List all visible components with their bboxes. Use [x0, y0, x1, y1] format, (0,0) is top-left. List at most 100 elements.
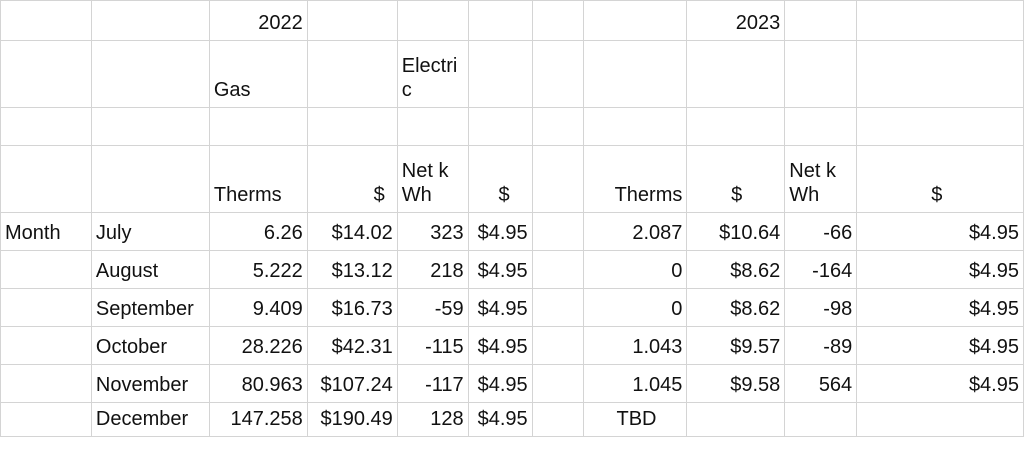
cell[interactable] — [306, 107, 398, 146]
gas-cost-2022-cell[interactable]: $14.02 — [306, 212, 398, 251]
cell[interactable] — [467, 40, 533, 108]
cell[interactable] — [531, 364, 585, 403]
month-cell[interactable]: September — [90, 288, 210, 327]
month-cell[interactable]: November — [90, 364, 210, 403]
cell[interactable] — [583, 107, 688, 146]
gas-cost-2023-cell[interactable]: $9.57 — [686, 326, 786, 365]
cell[interactable] — [784, 0, 858, 41]
gas-therms-2022-cell[interactable]: 28.226 — [208, 326, 308, 365]
year-2023-label[interactable]: 2023 — [686, 0, 786, 41]
month-cell[interactable]: October — [90, 326, 210, 365]
cell[interactable] — [90, 107, 210, 146]
cell[interactable] — [531, 145, 585, 213]
cell[interactable] — [531, 40, 585, 108]
elec-cost-2023-cell[interactable]: $4.95 — [856, 364, 1024, 403]
gas-therms-2023-cell[interactable]: 1.045 — [583, 364, 688, 403]
gas-cost-2022-cell[interactable]: $13.12 — [306, 250, 398, 289]
gas-therms-2023-cell[interactable]: 0 — [583, 288, 688, 327]
row-label-month[interactable]: Month — [0, 212, 92, 251]
cell[interactable] — [90, 0, 210, 41]
cell[interactable] — [531, 212, 585, 251]
elec-cost-2023-cell[interactable]: $4.95 — [856, 212, 1024, 251]
elec-cost-2022-cell[interactable]: $4.95 — [467, 402, 533, 437]
cell[interactable] — [856, 40, 1024, 108]
elec-cost-2023-cell[interactable]: $4.95 — [856, 288, 1024, 327]
net-kwh-2023-cell[interactable]: -98 — [784, 288, 858, 327]
net-kwh-2022-header[interactable]: Net kWh — [396, 145, 469, 213]
gas-cost-2023-cell[interactable]: $10.64 — [686, 212, 786, 251]
cell[interactable] — [531, 402, 585, 437]
cell[interactable] — [531, 0, 585, 41]
elec-cost-2022-cell[interactable]: $4.95 — [467, 288, 533, 327]
cell[interactable] — [396, 107, 469, 146]
net-kwh-2022-cell[interactable]: -59 — [396, 288, 469, 327]
gas-cost-2023-cell[interactable]: $8.62 — [686, 288, 786, 327]
gas-therms-2022-cell[interactable]: 80.963 — [208, 364, 308, 403]
net-kwh-2022-cell[interactable]: 218 — [396, 250, 469, 289]
net-kwh-2023-cell[interactable]: -164 — [784, 250, 858, 289]
gas-therms-2022-cell[interactable]: 9.409 — [208, 288, 308, 327]
elec-cost-2022-cell[interactable]: $4.95 — [467, 364, 533, 403]
gas-therms-2023-cell[interactable]: 0 — [583, 250, 688, 289]
cell[interactable] — [686, 107, 786, 146]
month-cell[interactable]: August — [90, 250, 210, 289]
cell[interactable] — [306, 0, 398, 41]
gas-cost-2023-header[interactable]: $ — [686, 145, 786, 213]
gas-therms-2023-cell[interactable]: 2.087 — [583, 212, 688, 251]
elec-cost-2023-cell[interactable]: $4.95 — [856, 326, 1024, 365]
gas-therms-2022-cell[interactable]: 6.26 — [208, 212, 308, 251]
cell[interactable] — [90, 145, 210, 213]
elec-cost-2022-cell[interactable]: $4.95 — [467, 250, 533, 289]
cell[interactable] — [583, 40, 688, 108]
gas-cost-2022-header[interactable]: $ — [306, 145, 398, 213]
month-cell[interactable]: July — [90, 212, 210, 251]
cell[interactable] — [856, 107, 1024, 146]
cell[interactable] — [531, 326, 585, 365]
gas-cost-2023-cell[interactable]: $8.62 — [686, 250, 786, 289]
cell[interactable] — [467, 107, 533, 146]
elec-cost-2023-cell[interactable] — [856, 402, 1024, 437]
cell[interactable] — [531, 250, 585, 289]
cell[interactable] — [90, 40, 210, 108]
cell[interactable] — [0, 288, 92, 327]
elec-cost-2023-cell[interactable]: $4.95 — [856, 250, 1024, 289]
elec-cost-2022-header[interactable]: $ — [467, 145, 533, 213]
gas-therms-2022-cell[interactable]: 147.258 — [208, 402, 308, 437]
net-kwh-2023-cell[interactable]: -89 — [784, 326, 858, 365]
cell[interactable] — [686, 40, 786, 108]
gas-therms-2023-cell[interactable]: TBD — [583, 402, 688, 437]
gas-cost-2022-cell[interactable]: $107.24 — [306, 364, 398, 403]
year-2022-label[interactable]: 2022 — [208, 0, 308, 41]
gas-therms-2022-cell[interactable]: 5.222 — [208, 250, 308, 289]
cell[interactable] — [856, 0, 1024, 41]
cell[interactable] — [0, 40, 92, 108]
cell[interactable] — [0, 0, 92, 41]
gas-cost-2023-cell[interactable] — [686, 402, 786, 437]
month-cell[interactable]: December — [90, 402, 210, 437]
cell[interactable] — [208, 107, 308, 146]
cell[interactable] — [531, 288, 585, 327]
net-kwh-2022-cell[interactable]: -115 — [396, 326, 469, 365]
cell[interactable] — [0, 364, 92, 403]
cell[interactable] — [0, 107, 92, 146]
net-kwh-2022-cell[interactable]: 128 — [396, 402, 469, 437]
gas-cost-2022-cell[interactable]: $190.49 — [306, 402, 398, 437]
elec-cost-2022-cell[interactable]: $4.95 — [467, 212, 533, 251]
gas-therms-2023-cell[interactable]: 1.043 — [583, 326, 688, 365]
cell[interactable] — [0, 326, 92, 365]
cell[interactable] — [396, 0, 469, 41]
net-kwh-2022-cell[interactable]: -117 — [396, 364, 469, 403]
gas-cost-2022-cell[interactable]: $16.73 — [306, 288, 398, 327]
electric-label[interactable]: Electric — [396, 40, 469, 108]
cell[interactable] — [531, 107, 585, 146]
cell[interactable] — [0, 402, 92, 437]
therms-2022-header[interactable]: Therms — [208, 145, 308, 213]
gas-label[interactable]: Gas — [208, 40, 308, 108]
cell[interactable] — [306, 40, 398, 108]
therms-2023-header[interactable]: Therms — [583, 145, 688, 213]
net-kwh-2023-cell[interactable]: -66 — [784, 212, 858, 251]
elec-cost-2023-header[interactable]: $ — [856, 145, 1024, 213]
cell[interactable] — [583, 0, 688, 41]
cell[interactable] — [0, 145, 92, 213]
elec-cost-2022-cell[interactable]: $4.95 — [467, 326, 533, 365]
